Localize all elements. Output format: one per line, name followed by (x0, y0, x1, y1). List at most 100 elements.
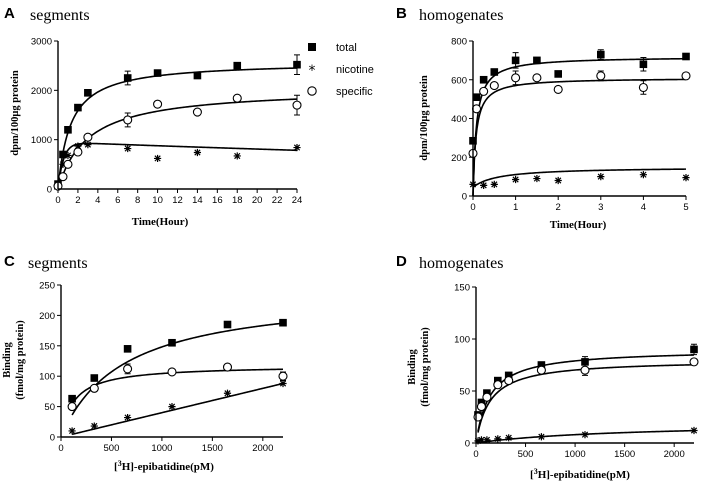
x-tick-label: 4 (641, 202, 646, 213)
data-point-nicotine (68, 427, 76, 435)
legend-marker-specific (307, 86, 317, 96)
data-point-nicotine (124, 144, 132, 153)
data-point-specific (681, 71, 691, 81)
y-tick-label: 0 (47, 185, 52, 196)
data-point-total (479, 75, 488, 84)
data-point-specific (504, 376, 514, 386)
panel-d-title: homogenates (419, 255, 503, 272)
y-tick-label: 0 (50, 433, 55, 444)
data-point-total (74, 103, 82, 112)
data-point-specific (532, 73, 542, 83)
data-point-nicotine (84, 141, 92, 149)
x-tick-label: 4 (95, 195, 100, 206)
panel-a-title: segments (30, 7, 90, 24)
data-point-specific (479, 86, 489, 96)
data-point-nicotine (480, 181, 488, 189)
data-point-nicotine (490, 180, 498, 188)
panel-c-x-label: [3H]-epibatidine(pM) (114, 459, 214, 473)
data-point-nicotine (90, 422, 98, 430)
x-tick-label: 1 (513, 202, 518, 213)
x-tick-label: 24 (292, 195, 303, 206)
panel-a-y-label: dpm/100μg protein (10, 70, 21, 156)
panel-d-y-label-line2: (fmol/mg protein) (420, 327, 431, 407)
y-tick-label: 50 (459, 387, 470, 398)
y-tick-label: 250 (39, 281, 55, 292)
data-point-nicotine (193, 148, 202, 157)
data-point-total (504, 371, 513, 380)
panel-d-y-label-line1: Binding (407, 348, 418, 384)
panel-c: C segments 0 50 100 150 200 250 0 500 1000 1500 2… (2, 253, 288, 473)
y-tick-label: 150 (454, 283, 470, 294)
data-point-total (90, 374, 99, 382)
legend-label-specific: specific (336, 86, 373, 98)
data-point-total (233, 61, 242, 70)
legend: total * nicotine specific (307, 42, 374, 98)
data-point-nicotine (233, 152, 241, 160)
data-point-nicotine (59, 160, 67, 168)
data-point-specific (292, 100, 302, 110)
x-tick-label: 0 (55, 195, 60, 206)
data-point-total (84, 89, 92, 97)
y-tick-label: 0 (462, 192, 467, 203)
data-point-specific (73, 147, 83, 157)
data-point-total (153, 69, 162, 77)
panel-d: D homogenates 0 50 100 150 0 500 1000 1500 2000… (396, 253, 699, 481)
data-point-specific (63, 159, 73, 169)
data-point-specific (58, 172, 68, 182)
y-tick-label: 150 (39, 341, 55, 352)
x-tick-label: 0 (473, 449, 478, 460)
legend-marker-nicotine: * (309, 63, 316, 79)
data-point-specific (83, 132, 93, 142)
x-tick-label: 0 (470, 202, 475, 213)
panel-b-y-label: dpm/100μg protein (419, 75, 430, 161)
x-tick-label: 2 (75, 195, 80, 206)
x-tick-label: 12 (172, 195, 183, 206)
x-tick-label: 3 (598, 202, 603, 213)
legend-marker-total (308, 43, 316, 51)
fit-line-total (71, 322, 284, 416)
y-tick-label: 800 (451, 37, 467, 48)
panel-letter-a: A (4, 5, 15, 22)
data-point-total (168, 338, 176, 347)
y-tick-label: 200 (39, 311, 55, 322)
data-point-nicotine (512, 175, 520, 184)
data-point-specific (482, 392, 492, 402)
data-point-total (682, 52, 690, 61)
y-tick-label: 3000 (31, 37, 52, 48)
data-point-nicotine (483, 436, 491, 444)
data-point-total (193, 71, 202, 80)
data-point-specific (553, 84, 563, 94)
data-point-total (223, 320, 232, 329)
fit-line-total (472, 57, 687, 197)
panel-letter-b: B (396, 5, 407, 22)
panel-a-x-label: Time(Hour) (132, 216, 189, 228)
y-tick-label: 100 (39, 372, 55, 383)
fit-line-nicotine (57, 142, 298, 190)
data-point-specific (232, 93, 242, 103)
fit-line-nicotine (71, 382, 284, 436)
x-tick-label: 18 (232, 195, 243, 206)
data-point-specific (489, 81, 499, 91)
panel-c-y-label-line2: (fmol/mg protein) (15, 320, 26, 400)
data-point-specific (596, 71, 606, 81)
y-tick-label: 600 (451, 75, 467, 86)
x-tick-label: 500 (518, 449, 534, 460)
data-point-nicotine (494, 435, 502, 443)
data-point-total (554, 70, 562, 78)
data-point-nicotine (537, 433, 545, 441)
panel-b-x-label: Time(Hour) (550, 219, 607, 231)
legend-label-total: total (336, 42, 357, 54)
x-tick-label: 2 (556, 202, 561, 213)
data-point-total (123, 345, 132, 353)
data-point-specific (153, 99, 163, 109)
data-point-nicotine (690, 426, 698, 435)
data-point-specific (493, 380, 503, 390)
legend-label-nicotine: nicotine (336, 64, 374, 76)
data-point-nicotine (279, 379, 287, 388)
x-tick-label: 14 (192, 195, 203, 206)
data-point-total (597, 50, 605, 59)
x-tick-label: 10 (152, 195, 163, 206)
data-point-total (511, 56, 520, 65)
